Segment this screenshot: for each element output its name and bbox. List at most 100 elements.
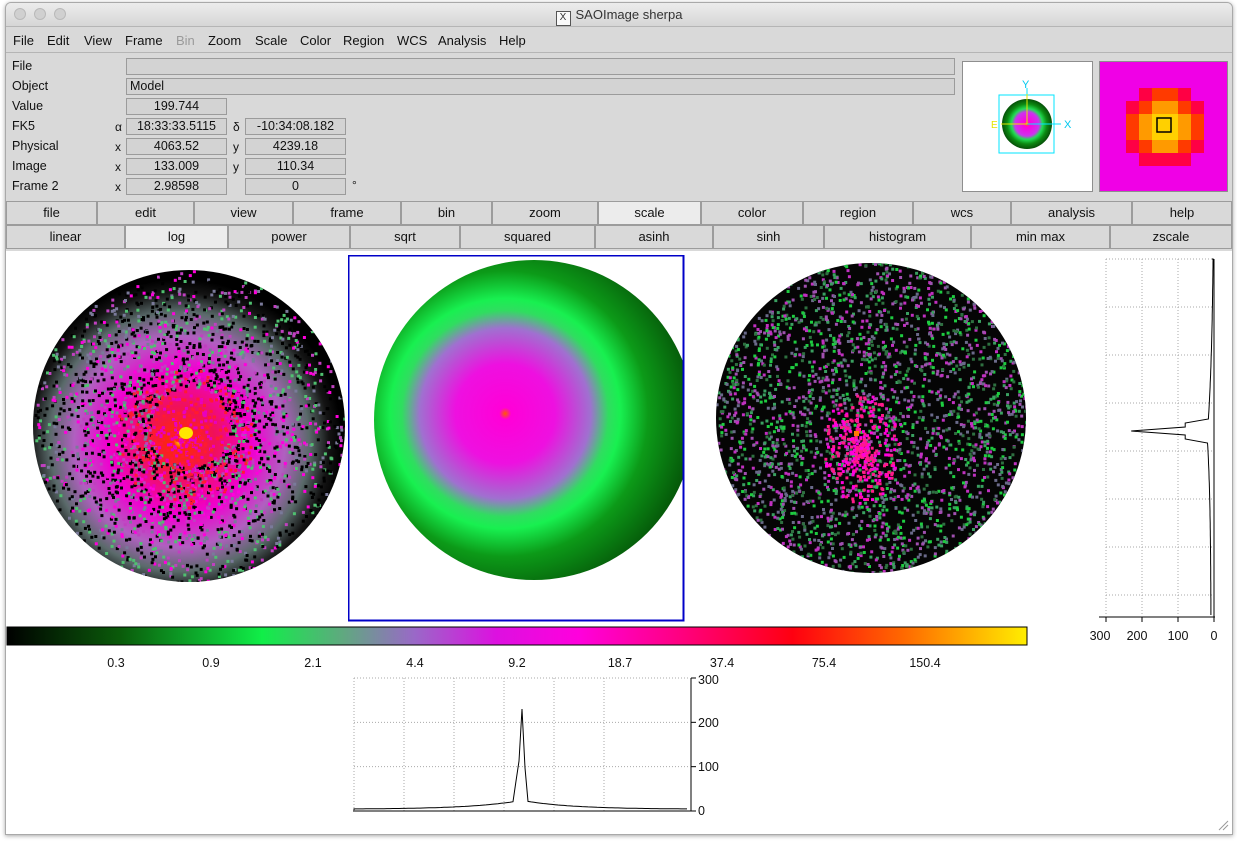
button-wcs[interactable]: wcs [913, 201, 1011, 225]
panner-axis-e: E [991, 120, 998, 131]
button-file[interactable]: file [6, 201, 97, 225]
fk5-label: FK5 [12, 119, 35, 133]
button-edit[interactable]: edit [97, 201, 194, 225]
colorbar-tick-4: 9.2 [508, 656, 526, 670]
current-frame-highlight [348, 255, 685, 622]
button-frame[interactable]: frame [293, 201, 401, 225]
frame-3-residual-image[interactable] [715, 257, 1027, 583]
button-scale-linear[interactable]: linear [6, 225, 125, 249]
colorbar-tick-5: 18.7 [607, 656, 633, 670]
menu-edit[interactable]: Edit [47, 33, 70, 48]
button-analysis[interactable]: analysis [1011, 201, 1132, 225]
zoom-field: 2.98598 [126, 178, 227, 195]
button-bin[interactable]: bin [401, 201, 492, 225]
menu-region[interactable]: Region [343, 33, 385, 48]
button-bar-main: file edit view frame bin zoom scale colo… [6, 201, 1232, 225]
file-field [126, 58, 955, 75]
colorbar-tick-8: 150.4 [909, 656, 941, 670]
image-x-field: 133.009 [126, 158, 227, 175]
magnifier-cursor [1156, 117, 1172, 133]
colorbar[interactable] [6, 626, 1029, 648]
panner[interactable]: X Y E [962, 61, 1093, 192]
hhist-tick-200: 200 [698, 716, 719, 730]
button-bar-scale: linear log power sqrt squared asinh sinh… [6, 225, 1232, 249]
delta-symbol: δ [233, 120, 240, 134]
menu-frame[interactable]: Frame [125, 33, 163, 48]
image-x-symbol: x [115, 160, 121, 174]
button-region[interactable]: region [803, 201, 913, 225]
vertical-histogram [1099, 258, 1215, 622]
physical-y-field: 4239.18 [245, 138, 346, 155]
button-color[interactable]: color [701, 201, 803, 225]
zoom-window-button[interactable] [54, 8, 66, 20]
button-scale-histogram[interactable]: histogram [824, 225, 971, 249]
menu-file[interactable]: File [13, 33, 34, 48]
vhist-tick-200: 200 [1126, 629, 1148, 643]
panner-thumbnail: X Y E [991, 79, 1072, 154]
button-scale-squared[interactable]: squared [460, 225, 595, 249]
physical-label: Physical [12, 139, 59, 153]
panner-axis-x: X [1064, 119, 1072, 131]
menu-scale[interactable]: Scale [255, 33, 288, 48]
button-view[interactable]: view [194, 201, 293, 225]
magnifier-view [1126, 88, 1204, 166]
menu-analysis[interactable]: Analysis [438, 33, 487, 48]
hhist-tick-100: 100 [698, 760, 719, 774]
menu-zoom[interactable]: Zoom [208, 33, 242, 48]
menu-help[interactable]: Help [499, 33, 526, 48]
colorbar-tick-1: 0.9 [202, 656, 220, 670]
hhist-tick-0: 0 [698, 804, 705, 818]
fk5-delta-field: -10:34:08.182 [245, 118, 346, 135]
colorbar-tick-3: 4.4 [406, 656, 424, 670]
menu-bin: Bin [176, 33, 195, 48]
vhist-tick-300: 300 [1089, 629, 1111, 643]
menu-bar: File Edit View Frame Bin Zoom Scale Colo… [6, 27, 1232, 53]
image-y-symbol: y [233, 160, 239, 174]
button-scale-sinh[interactable]: sinh [713, 225, 824, 249]
x11-app-icon: X [555, 11, 571, 26]
panner-axis-y: Y [1022, 79, 1030, 91]
object-label: Object [12, 79, 49, 93]
button-help[interactable]: help [1132, 201, 1232, 225]
colorbar-tick-2: 2.1 [304, 656, 322, 670]
vhist-tick-0: 0 [1210, 629, 1218, 643]
colorbar-tick-6: 37.4 [709, 656, 735, 670]
physical-x-symbol: x [115, 140, 121, 154]
menu-wcs[interactable]: WCS [397, 33, 428, 48]
image-y-field: 110.34 [245, 158, 346, 175]
vhist-tick-100: 100 [1167, 629, 1189, 643]
button-zoom[interactable]: zoom [492, 201, 598, 225]
window-title-text: SAOImage sherpa [575, 7, 683, 22]
button-scale-minmax[interactable]: min max [971, 225, 1110, 249]
minimize-window-button[interactable] [34, 8, 46, 20]
colorbar-tick-7: 75.4 [811, 656, 837, 670]
frame-label: Frame 2 [12, 179, 59, 193]
button-scale-log[interactable]: log [125, 225, 228, 249]
fk5-alpha-field: 18:33:33.5115 [126, 118, 227, 135]
magnifier [1099, 61, 1228, 192]
horizontal-histogram [353, 677, 696, 812]
hhist-tick-300: 300 [698, 673, 719, 687]
frame-2-model-image[interactable] [348, 255, 685, 622]
resize-grip-icon[interactable] [1217, 819, 1229, 831]
window-title: X SAOImage sherpa [6, 7, 1232, 26]
image-label: Image [12, 159, 47, 173]
colorbar-tick-0: 0.3 [107, 656, 125, 670]
value-field: 199.744 [126, 98, 227, 115]
image-canvas: 300 200 100 0 [6, 251, 1232, 834]
degree-symbol: ° [352, 178, 357, 192]
file-label: File [12, 59, 33, 73]
button-scale-power[interactable]: power [228, 225, 350, 249]
frame-1-data-image[interactable] [33, 257, 345, 583]
physical-x-field: 4063.52 [126, 138, 227, 155]
menu-view[interactable]: View [84, 33, 112, 48]
physical-y-symbol: y [233, 140, 239, 154]
close-window-button[interactable] [14, 8, 26, 20]
object-field: Model [126, 78, 955, 95]
button-scale-sqrt[interactable]: sqrt [350, 225, 460, 249]
button-scale-zscale[interactable]: zscale [1110, 225, 1232, 249]
ds9-window: X SAOImage sherpa File Edit View Frame Bi… [5, 2, 1233, 835]
button-scale[interactable]: scale [598, 201, 701, 225]
button-scale-asinh[interactable]: asinh [595, 225, 713, 249]
menu-color[interactable]: Color [300, 33, 332, 48]
